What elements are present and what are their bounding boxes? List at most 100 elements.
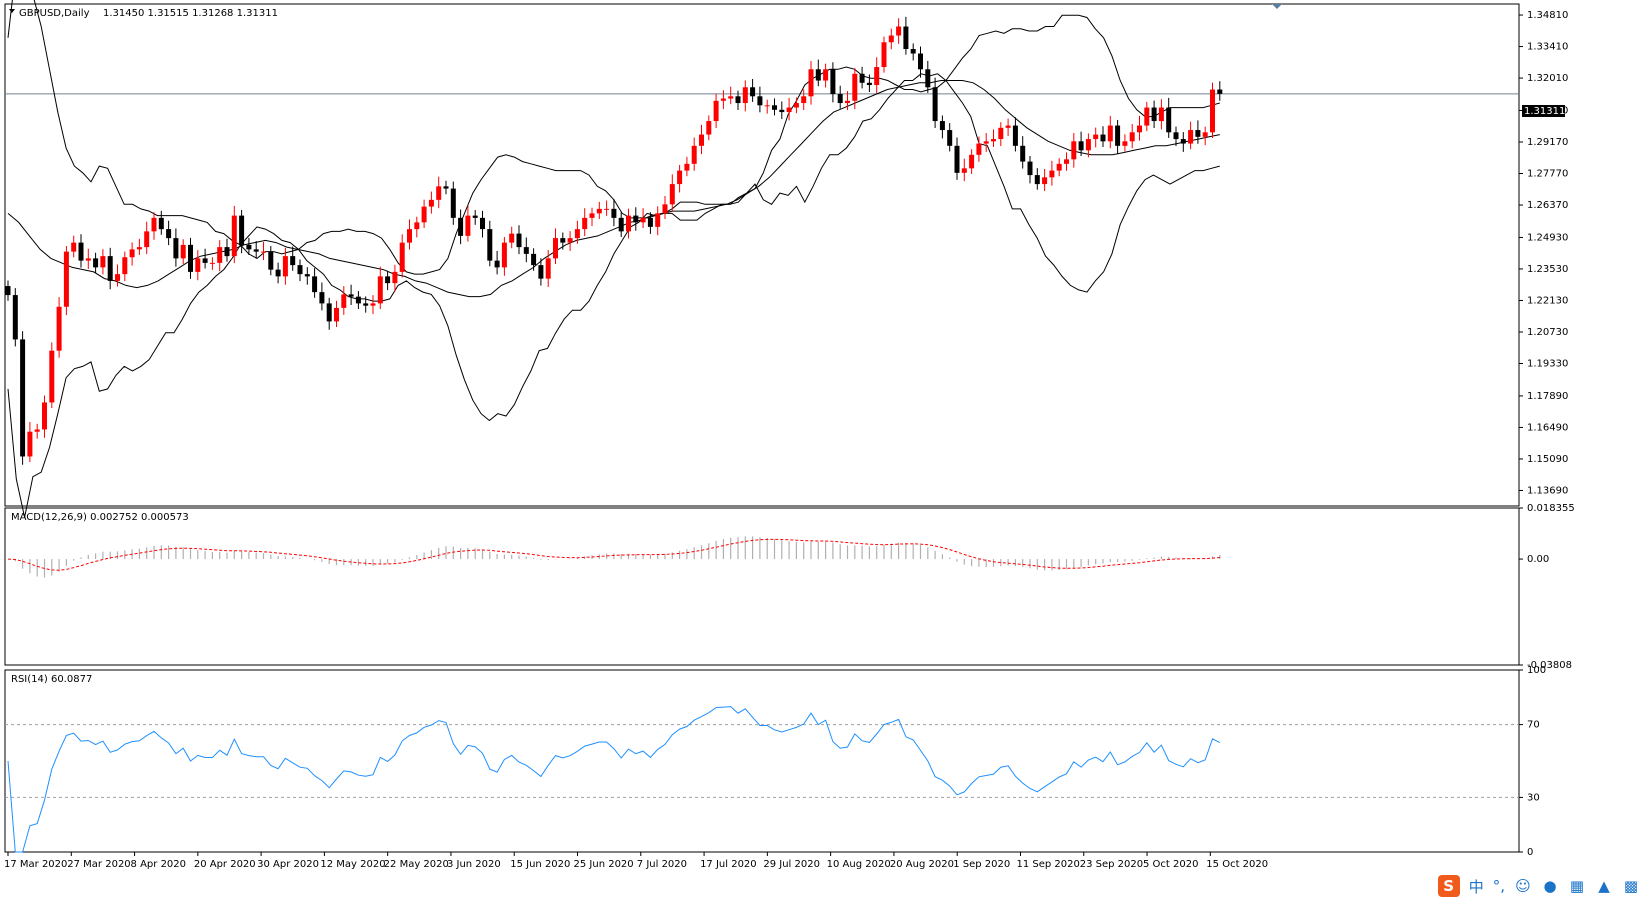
toolbox-icon[interactable]: ▩ bbox=[1623, 877, 1639, 895]
candle-bull bbox=[874, 67, 880, 86]
macd-signal-line bbox=[7, 538, 1220, 571]
candle-bull bbox=[677, 170, 683, 185]
keyboard-icon[interactable]: ▦ bbox=[1569, 877, 1585, 895]
candle-bear bbox=[538, 265, 544, 279]
candle-bear bbox=[268, 251, 274, 270]
candle-bull bbox=[115, 274, 120, 281]
microphone-icon[interactable]: ● bbox=[1543, 877, 1557, 895]
ime-chinese-toggle[interactable]: 中 bbox=[1468, 877, 1484, 896]
x-tick-label: 20 Apr 2020 bbox=[194, 859, 256, 870]
x-tick-label: 3 Jun 2020 bbox=[447, 859, 501, 870]
shift-marker-icon[interactable] bbox=[1272, 4, 1282, 9]
candle-bull bbox=[706, 121, 712, 135]
candle-bear bbox=[494, 260, 500, 268]
candle-bull bbox=[669, 184, 675, 205]
ohlc-header: 1.31450 1.31515 1.31268 1.31311 bbox=[103, 8, 278, 19]
candle-bull bbox=[888, 35, 894, 43]
x-tick-label: 15 Oct 2020 bbox=[1206, 859, 1268, 870]
macd-y-tick-label: -0.03808 bbox=[1527, 660, 1572, 671]
candle-bull bbox=[713, 100, 719, 122]
candle-bear bbox=[750, 87, 756, 97]
x-tick-label: 11 Sep 2020 bbox=[1016, 859, 1079, 870]
x-tick-label: 27 Mar 2020 bbox=[67, 859, 130, 870]
candle-bull bbox=[1202, 132, 1208, 137]
candle-bear bbox=[326, 303, 332, 322]
candle-bull bbox=[180, 244, 186, 259]
candle-bull bbox=[1107, 125, 1113, 142]
macd-panel-frame bbox=[4, 507, 1520, 666]
candle-bull bbox=[195, 258, 201, 272]
rsi-series-group: 100 70 30 0 bbox=[5, 665, 1546, 858]
candle-bear bbox=[355, 296, 361, 304]
candle-bear bbox=[450, 188, 456, 218]
punctuation-toggle[interactable]: °, bbox=[1492, 877, 1505, 895]
candle-bull bbox=[764, 105, 770, 107]
candle-bear bbox=[107, 256, 113, 281]
macd-y-tick-label: 0.00 bbox=[1527, 554, 1549, 565]
candle-bull bbox=[699, 134, 704, 146]
y-tick-label: 1.33410 bbox=[1527, 42, 1568, 53]
bollinger-upper-line bbox=[7, 0, 1220, 275]
candle-bear bbox=[903, 26, 909, 50]
candle-bull bbox=[407, 229, 412, 243]
candle-bull bbox=[808, 69, 814, 97]
candle-bull bbox=[436, 186, 442, 200]
candle-bull bbox=[786, 107, 792, 113]
rsi-y-tick-label: 30 bbox=[1527, 792, 1540, 803]
y-tick-label: 1.32010 bbox=[1527, 73, 1568, 84]
bollinger-lower-line bbox=[7, 73, 1220, 518]
candle-bear bbox=[158, 217, 164, 230]
candle-bear bbox=[1180, 139, 1186, 144]
candle-bear bbox=[1020, 145, 1026, 162]
candle-bull bbox=[845, 100, 850, 104]
y-tick-label: 1.27770 bbox=[1527, 169, 1568, 180]
candle-bull bbox=[742, 87, 748, 104]
candle-bear bbox=[918, 53, 923, 70]
candle-bull bbox=[71, 242, 77, 252]
candle-bull bbox=[969, 154, 975, 169]
x-tick-label: 17 Jul 2020 bbox=[700, 859, 757, 870]
candle-bear bbox=[304, 274, 310, 277]
sogou-logo-icon[interactable]: S bbox=[1437, 875, 1460, 897]
x-tick-label: 12 May 2020 bbox=[320, 859, 385, 870]
candle-bull bbox=[501, 242, 507, 268]
candle-bull bbox=[100, 256, 106, 268]
candle-bear bbox=[202, 258, 208, 263]
x-tick-label: 10 Aug 2020 bbox=[827, 859, 891, 870]
candle-bear bbox=[1115, 125, 1121, 146]
macd-header: MACD(12,26,9) 0.002752 0.000573 bbox=[11, 512, 189, 523]
candle-bull bbox=[392, 271, 398, 284]
candle-bull bbox=[421, 206, 427, 223]
y-tick-label: 1.15090 bbox=[1527, 454, 1568, 465]
candle-bear bbox=[239, 215, 245, 245]
candle-bear bbox=[560, 238, 566, 243]
candle-bull bbox=[428, 199, 434, 207]
candle-bull bbox=[553, 238, 558, 259]
candle-bear bbox=[78, 242, 84, 261]
candle-bear bbox=[1012, 125, 1018, 146]
skin-icon[interactable]: ▲ bbox=[1598, 877, 1610, 895]
rsi-line bbox=[7, 706, 1221, 853]
candle-bear bbox=[1217, 89, 1223, 94]
ime-toolbar: S 中 °, ☺ ● ▦ ▲ ▩ bbox=[1437, 874, 1640, 898]
candle-bull bbox=[334, 307, 339, 322]
candle-bull bbox=[1129, 132, 1135, 142]
candle-bear bbox=[779, 109, 785, 113]
candle-bear bbox=[253, 249, 259, 252]
candle-bull bbox=[42, 402, 47, 430]
rsi-y-tick-label: 100 bbox=[1527, 665, 1546, 676]
candle-bull bbox=[662, 204, 668, 214]
rsi-y-tick-label: 0 bbox=[1527, 847, 1533, 858]
candle-bull bbox=[640, 217, 646, 223]
candle-bear bbox=[224, 247, 230, 257]
collapse-arrow-icon[interactable] bbox=[9, 9, 15, 13]
candle-bear bbox=[246, 244, 252, 250]
candle-bull bbox=[261, 251, 266, 253]
candle-bear bbox=[290, 256, 296, 266]
main-y-axis: 1.348101.334101.320101.305701.291701.277… bbox=[1519, 10, 1568, 496]
emoji-icon[interactable]: ☺ bbox=[1515, 877, 1531, 895]
candle-bear bbox=[1166, 107, 1172, 133]
y-tick-label: 1.22130 bbox=[1527, 295, 1568, 306]
candle-bull bbox=[1210, 89, 1215, 133]
